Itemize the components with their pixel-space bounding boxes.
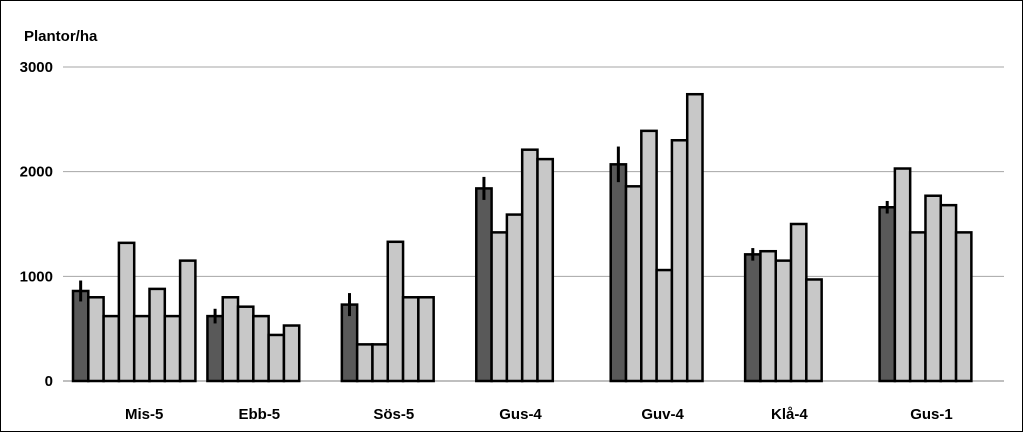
bar bbox=[759, 249, 777, 383]
bar bbox=[490, 231, 509, 383]
bar bbox=[505, 213, 524, 383]
x-tick-label: Sös-5 bbox=[373, 406, 414, 423]
bar bbox=[640, 129, 658, 383]
x-tick-label: Guv-4 bbox=[641, 406, 684, 423]
bar bbox=[939, 203, 958, 383]
bar bbox=[893, 167, 912, 383]
error-bars bbox=[79, 146, 889, 324]
y-tick-label: 0 bbox=[45, 373, 53, 390]
x-tick-label: Klå-4 bbox=[771, 406, 808, 423]
bar bbox=[71, 289, 90, 383]
x-tick-labels: Mis-5 Ebb-5 Sös-5 Gus-4 Guv-4 Klå-4 Gus-1 bbox=[125, 406, 953, 423]
y-tick-label: 2000 bbox=[20, 164, 53, 181]
bar bbox=[954, 231, 973, 383]
bar bbox=[117, 241, 136, 383]
bar bbox=[252, 314, 270, 383]
y-tick-label: 3000 bbox=[20, 59, 53, 76]
y-tick-label: 1000 bbox=[20, 268, 53, 285]
bar bbox=[236, 305, 255, 383]
bar bbox=[624, 185, 643, 383]
bar bbox=[87, 296, 105, 383]
bar bbox=[475, 187, 493, 383]
bar bbox=[743, 253, 762, 383]
bar bbox=[536, 157, 555, 383]
bars bbox=[71, 92, 973, 383]
bar bbox=[609, 163, 628, 383]
bar bbox=[206, 314, 224, 383]
y-tick-labels: 0 1000 2000 3000 bbox=[20, 59, 53, 390]
bar bbox=[282, 324, 301, 383]
x-tick-label: Mis-5 bbox=[125, 406, 163, 423]
bar bbox=[685, 92, 704, 383]
bar bbox=[132, 314, 151, 383]
x-tick-label: Gus-1 bbox=[910, 406, 953, 423]
bar bbox=[670, 139, 689, 383]
bar bbox=[371, 343, 390, 383]
bar bbox=[163, 314, 182, 383]
bar bbox=[789, 222, 808, 383]
bar bbox=[878, 206, 897, 383]
y-axis-label: Plantor/ha bbox=[24, 28, 98, 45]
bar bbox=[401, 296, 420, 383]
bar bbox=[908, 231, 927, 383]
bar bbox=[924, 194, 943, 383]
bar bbox=[267, 333, 286, 383]
x-tick-label: Ebb-5 bbox=[238, 406, 280, 423]
bar bbox=[417, 296, 435, 383]
bar bbox=[178, 259, 197, 383]
bar bbox=[221, 296, 240, 383]
x-tick-label: Gus-4 bbox=[499, 406, 542, 423]
bar bbox=[774, 259, 793, 383]
bar bbox=[102, 314, 121, 383]
bar bbox=[148, 287, 167, 383]
bar bbox=[805, 278, 823, 383]
bar bbox=[655, 268, 674, 383]
bar bbox=[386, 240, 405, 383]
bar bbox=[520, 148, 539, 383]
bar bbox=[355, 343, 374, 383]
